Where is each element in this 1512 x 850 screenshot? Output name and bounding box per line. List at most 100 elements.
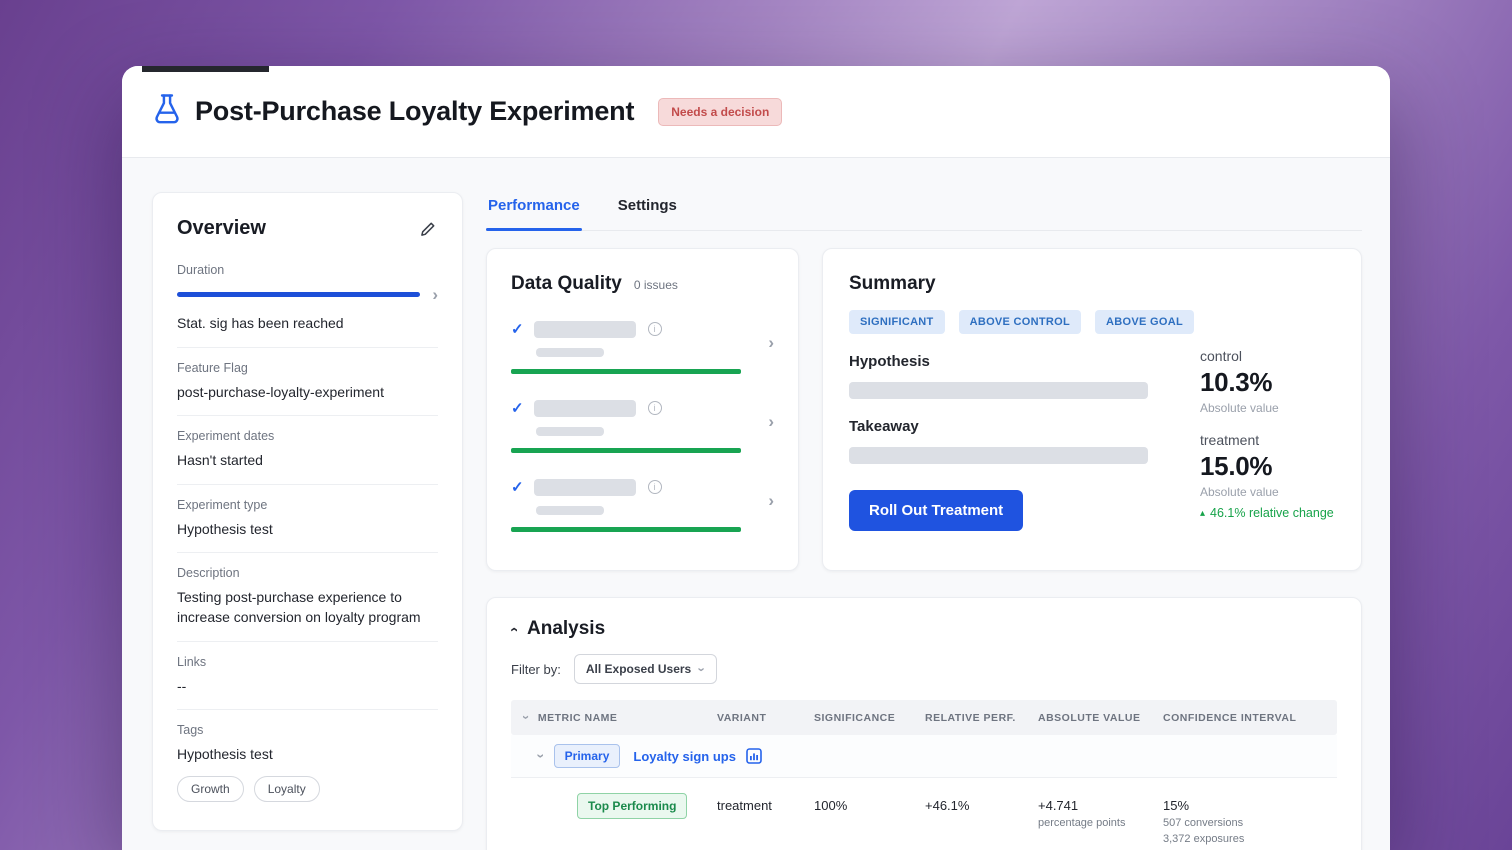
- overview-feature-flag-section: Feature Flag post-purchase-loyalty-exper…: [177, 348, 438, 417]
- absolute-value-unit: percentage points: [1038, 817, 1126, 829]
- bar-chart-icon[interactable]: [746, 748, 762, 764]
- check-icon: ✓: [511, 321, 524, 338]
- pencil-icon: [420, 222, 436, 240]
- treatment-value: 15.0%: [1200, 451, 1273, 481]
- feature-flag-label: Feature Flag: [177, 360, 248, 375]
- tab-bar: Performance Settings: [486, 192, 1362, 231]
- tab-settings[interactable]: Settings: [617, 197, 677, 214]
- feature-flag-value: post-purchase-loyalty-experiment: [177, 383, 384, 400]
- header-confidence-interval: CONFIDENCE INTERVAL: [1163, 711, 1297, 724]
- tag-pill-growth[interactable]: Growth: [177, 775, 244, 802]
- edit-overview-button[interactable]: [418, 219, 438, 239]
- control-result: control 10.3% Absolute value: [1200, 348, 1335, 415]
- chevron-down-icon[interactable]: ›: [518, 715, 534, 720]
- treatment-name: treatment: [1200, 432, 1260, 448]
- chevron-right-icon[interactable]: ›: [768, 412, 774, 431]
- hypothesis-label: Hypothesis: [849, 353, 930, 370]
- page-title: Post-Purchase Loyalty Experiment: [195, 96, 635, 126]
- relative-change-text: 46.1% relative change: [1210, 506, 1334, 520]
- exposed-users-dropdown[interactable]: All Exposed Users ›: [573, 654, 717, 684]
- placeholder-bar: [536, 348, 604, 357]
- pass-indicator-bar: [511, 369, 741, 374]
- summary-title: Summary: [849, 273, 936, 294]
- header-relative-perf: RELATIVE PERF.: [925, 711, 1016, 724]
- placeholder-bar: [533, 320, 636, 338]
- experiment-type-value: Hypothesis test: [177, 520, 273, 537]
- overview-links-section: Links --: [177, 642, 438, 711]
- exposures-count: 3,372 exposures: [1163, 833, 1245, 845]
- overview-description-section: Description Testing post-purchase experi…: [177, 553, 438, 642]
- roll-out-treatment-button[interactable]: Roll Out Treatment: [849, 490, 1024, 531]
- info-icon[interactable]: i: [647, 401, 662, 415]
- table-row: Top Performing treatment 100% +46.1% +4.…: [511, 778, 1337, 850]
- chevron-right-icon[interactable]: ›: [432, 285, 438, 304]
- pass-indicator-bar: [511, 527, 741, 532]
- variant-cell: treatment: [717, 798, 772, 813]
- chevron-down-icon: ›: [694, 666, 710, 672]
- browser-tab-remnant: [142, 66, 269, 72]
- overview-duration-section[interactable]: Duration › Stat. sig has been reached: [177, 250, 438, 348]
- metric-name-link[interactable]: Loyalty sign ups: [633, 748, 736, 764]
- table-header-row: › METRIC NAME VARIANT SIGNIFICANCE RELAT…: [511, 700, 1337, 735]
- data-quality-check-row[interactable]: ✓ i ›: [511, 399, 774, 453]
- collapse-chevron-icon[interactable]: ›: [505, 626, 522, 632]
- significant-badge: SIGNIFICANT: [849, 310, 945, 334]
- tab-performance[interactable]: Performance: [486, 192, 582, 231]
- dropdown-value: All Exposed Users: [585, 662, 692, 676]
- info-icon[interactable]: i: [647, 480, 662, 494]
- tags-value: Hypothesis test: [177, 746, 273, 763]
- conversions-count: 507 conversions: [1163, 817, 1244, 829]
- tags-label: Tags: [177, 723, 204, 738]
- above-goal-badge: ABOVE GOAL: [1095, 310, 1194, 334]
- overview-type-section: Experiment type Hypothesis test: [177, 485, 438, 554]
- main-column: Performance Settings Data Quality 0 issu…: [486, 192, 1362, 850]
- data-quality-card: Data Quality 0 issues ✓ i ›: [486, 248, 799, 571]
- takeaway-label: Takeaway: [849, 418, 919, 435]
- header-variant: VARIANT: [717, 711, 767, 724]
- data-quality-issues-count: 0 issues: [633, 278, 678, 292]
- flask-icon: [152, 93, 182, 130]
- top-performing-badge: Top Performing: [577, 793, 688, 819]
- experiment-dates-label: Experiment dates: [177, 429, 275, 444]
- experiment-type-label: Experiment type: [177, 497, 268, 512]
- duration-label: Duration: [177, 263, 225, 277]
- overview-card: Overview Duration › Stat. sig has been r…: [152, 192, 463, 831]
- analysis-card: › Analysis Filter by: All Exposed Users …: [486, 597, 1362, 850]
- info-icon[interactable]: i: [647, 322, 662, 336]
- content-area: Overview Duration › Stat. sig has been r…: [122, 158, 1390, 850]
- control-name: control: [1200, 348, 1243, 364]
- description-label: Description: [177, 566, 240, 581]
- header-label: METRIC NAME: [537, 711, 618, 724]
- app-header: Post-Purchase Loyalty Experiment Needs a…: [122, 66, 1390, 158]
- hypothesis-placeholder-bar: [849, 382, 1148, 399]
- filter-by-label: Filter by:: [511, 661, 561, 677]
- confidence-interval-cell: 15% 507 conversions 3,372 exposures: [1163, 793, 1337, 845]
- check-icon: ✓: [511, 400, 524, 417]
- data-quality-check-row[interactable]: ✓ i ›: [511, 320, 774, 374]
- placeholder-bar: [533, 478, 636, 496]
- control-value: 10.3%: [1200, 367, 1273, 397]
- control-caption: Absolute value: [1200, 401, 1279, 415]
- check-icon: ✓: [511, 479, 524, 496]
- overview-title: Overview: [177, 217, 266, 239]
- relative-change: ▴ 46.1% relative change: [1200, 506, 1335, 520]
- absolute-value-cell: +4.741 percentage points: [1038, 793, 1163, 829]
- chevron-down-icon[interactable]: ›: [533, 753, 550, 759]
- placeholder-bar: [536, 506, 604, 515]
- metric-group-row: › Primary Loyalty sign ups: [511, 735, 1337, 778]
- relative-perf-cell: +46.1%: [925, 798, 970, 813]
- absolute-value: +4.741: [1038, 798, 1079, 813]
- takeaway-placeholder-bar: [849, 447, 1148, 464]
- treatment-result: treatment 15.0% Absolute value ▴ 46.1% r…: [1200, 432, 1335, 520]
- links-value: --: [177, 677, 187, 694]
- primary-badge: Primary: [553, 744, 621, 768]
- chevron-right-icon[interactable]: ›: [768, 491, 774, 510]
- overview-tags-section: Tags Hypothesis test Growth Loyalty: [177, 710, 438, 806]
- significance-cell: 100%: [814, 798, 848, 813]
- chevron-right-icon[interactable]: ›: [768, 333, 774, 352]
- experiment-dates-value: Hasn't started: [177, 452, 263, 469]
- tag-pill-loyalty[interactable]: Loyalty: [253, 775, 320, 802]
- duration-progress-bar: [177, 292, 421, 297]
- data-quality-check-row[interactable]: ✓ i ›: [511, 478, 774, 532]
- status-badge: Needs a decision: [658, 97, 783, 126]
